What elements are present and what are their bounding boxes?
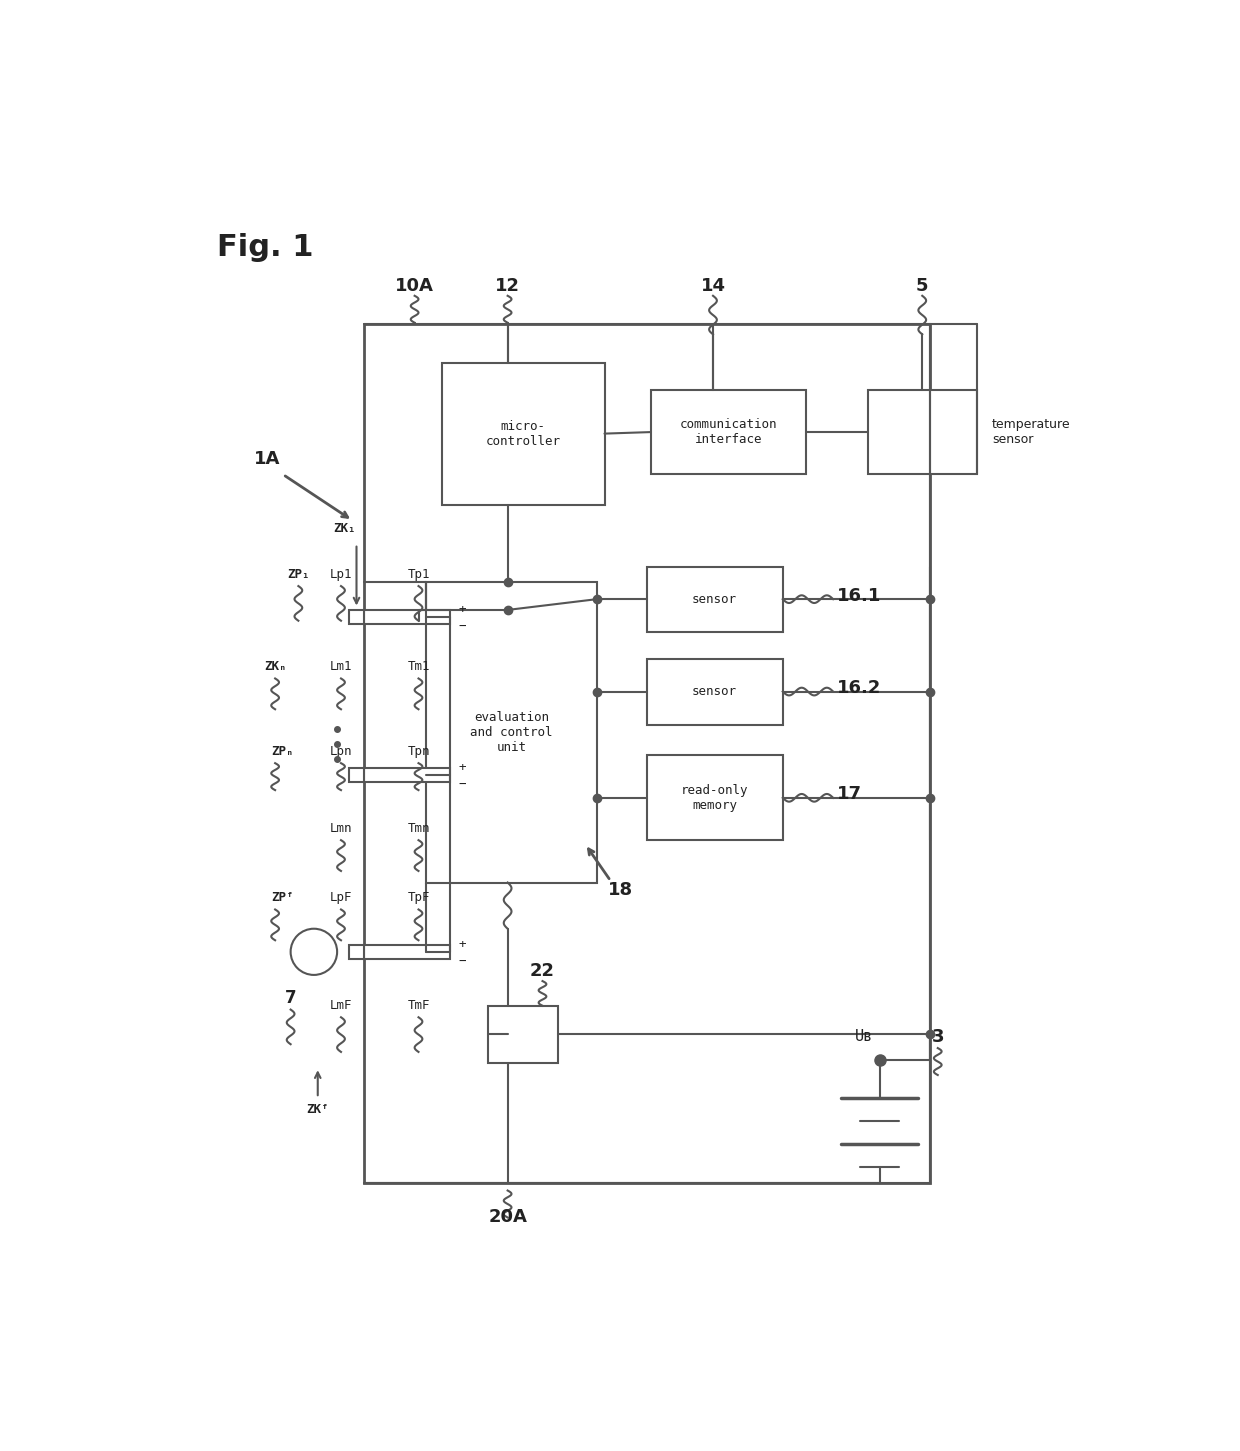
Text: 12: 12 [495,277,520,295]
Text: 18: 18 [608,881,632,900]
Text: Lpn: Lpn [330,746,352,757]
Text: micro-
controller: micro- controller [486,419,560,447]
Text: −: − [459,620,466,633]
Text: Lm1: Lm1 [330,660,352,673]
Text: +: + [459,602,466,615]
Bar [348,768,365,782]
Text: read-only
memory: read-only memory [681,784,748,811]
Text: +: + [459,937,466,950]
Text: ZK₁: ZK₁ [334,522,356,535]
Bar [868,390,977,474]
Text: ZKᶠ: ZKᶠ [306,1103,329,1116]
Text: 22: 22 [529,962,556,979]
Bar [489,1006,558,1064]
Bar [365,768,449,782]
Text: ZP₁: ZP₁ [288,567,310,580]
Bar [651,390,806,474]
Bar [647,659,782,724]
Bar [441,363,605,505]
Text: sensor: sensor [692,592,737,605]
Text: Tm1: Tm1 [407,660,430,673]
Text: 17: 17 [837,785,862,802]
Bar [348,945,365,959]
Text: temperature
sensor: temperature sensor [992,418,1070,445]
Bar [365,609,449,624]
Text: Uʙ: Uʙ [856,1029,873,1045]
Text: Fig. 1: Fig. 1 [217,232,314,261]
Text: Tpn: Tpn [407,746,430,757]
Text: 3: 3 [931,1027,944,1046]
Text: evaluation
and control
unit: evaluation and control unit [470,711,553,755]
Text: Tmn: Tmn [407,823,430,836]
Text: Tp1: Tp1 [407,567,430,580]
Text: Lp1: Lp1 [330,567,352,580]
Text: −: − [459,778,466,791]
Text: ZPₙ: ZPₙ [272,746,294,757]
Text: 16.2: 16.2 [837,679,882,698]
Text: sensor: sensor [692,685,737,698]
Bar [365,324,930,1183]
Bar [647,567,782,633]
Text: ZPᶠ: ZPᶠ [272,891,294,904]
Text: 20A: 20A [489,1209,527,1226]
Text: 14: 14 [701,277,725,295]
Bar [427,582,596,882]
Text: 16.1: 16.1 [837,588,882,605]
Text: −: − [459,955,466,968]
Text: 1A: 1A [254,450,280,469]
Text: +: + [459,760,466,773]
Text: TpF: TpF [407,891,430,904]
Text: 7: 7 [285,990,296,1007]
Text: LpF: LpF [330,891,352,904]
Text: communication
interface: communication interface [680,418,777,445]
Text: Lmn: Lmn [330,823,352,836]
Text: 10A: 10A [396,277,434,295]
Bar [348,609,365,624]
Text: TmF: TmF [407,1000,430,1013]
Text: ZKₙ: ZKₙ [264,660,286,673]
Bar [365,945,449,959]
Bar [647,756,782,840]
Text: 5: 5 [916,277,929,295]
Text: LmF: LmF [330,1000,352,1013]
